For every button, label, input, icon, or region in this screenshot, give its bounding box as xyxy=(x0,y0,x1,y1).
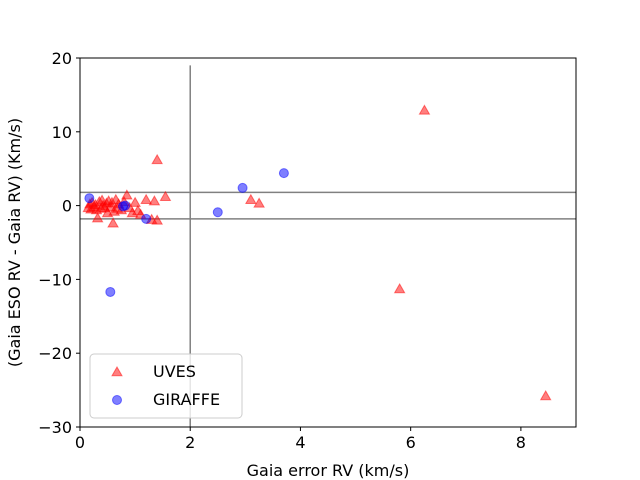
legend-box xyxy=(89,353,243,419)
x-axis-label: Gaia error RV (km/s) xyxy=(247,461,410,480)
x-tick-label: 2 xyxy=(185,433,195,452)
giraffe-point xyxy=(237,182,248,193)
uves-point xyxy=(418,104,431,115)
y-tick-label: 0 xyxy=(62,197,72,216)
uves-point xyxy=(129,196,141,207)
plot-area-frame xyxy=(79,57,577,428)
y-tick-label: 10 xyxy=(52,123,72,142)
uves-point xyxy=(148,195,161,206)
giraffe-series xyxy=(84,168,289,297)
x-tick-label: 8 xyxy=(516,433,526,452)
x-tick-label: 6 xyxy=(406,433,416,452)
uves-point xyxy=(151,214,164,225)
giraffe-point xyxy=(120,200,131,211)
y-axis-ticks: −30 −20 −10 0 10 20 xyxy=(38,49,80,437)
y-tick-label: −30 xyxy=(38,418,72,437)
giraffe-point xyxy=(84,193,95,204)
legend-giraffe-circle-icon xyxy=(112,395,122,405)
x-axis-ticks: 0 2 4 6 8 xyxy=(75,427,526,452)
giraffe-point xyxy=(278,168,289,179)
legend-giraffe-label: GIRAFFE xyxy=(153,390,220,409)
giraffe-point xyxy=(141,213,152,224)
x-tick-label: 4 xyxy=(295,433,305,452)
x-tick-label: 0 xyxy=(75,433,85,452)
legend-uves-label: UVES xyxy=(153,362,196,381)
uves-point xyxy=(107,217,119,228)
y-tick-label: 20 xyxy=(52,49,72,68)
uves-point xyxy=(244,193,257,204)
uves-point xyxy=(140,193,152,204)
giraffe-point xyxy=(105,286,116,297)
uves-point xyxy=(120,189,133,200)
y-axis-label: (Gaia ESO RV - Gaia RV) (Km/s) xyxy=(5,118,24,367)
uves-point xyxy=(159,190,172,201)
uves-series xyxy=(82,104,552,401)
uves-point xyxy=(151,153,164,165)
uves-point xyxy=(539,389,552,401)
legend: UVES GIRAFFE xyxy=(89,353,243,419)
uves-point xyxy=(253,197,265,208)
uves-point xyxy=(393,282,406,294)
y-tick-label: −20 xyxy=(38,344,72,363)
legend-uves-triangle-icon xyxy=(111,365,123,377)
giraffe-point xyxy=(212,207,223,218)
uves-point xyxy=(91,212,104,223)
y-tick-label: −10 xyxy=(38,270,72,289)
